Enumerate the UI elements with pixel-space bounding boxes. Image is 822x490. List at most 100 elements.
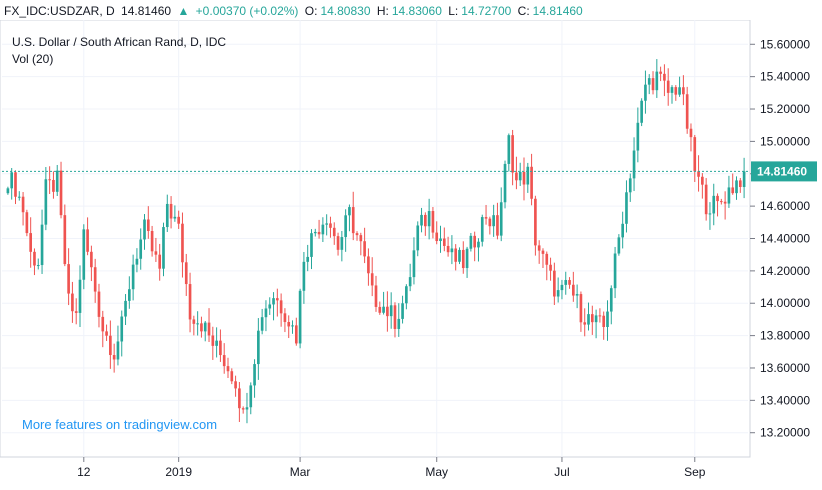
- candle-body: [431, 211, 435, 233]
- candle-body: [454, 248, 458, 262]
- candle-body: [583, 322, 587, 325]
- candle-body: [579, 294, 583, 323]
- candle-body: [188, 284, 192, 320]
- candle-body: [249, 385, 253, 408]
- y-tick-label: 14.20000: [760, 264, 810, 278]
- candle-body: [116, 341, 120, 360]
- candle-body: [511, 135, 514, 173]
- tradingview-link[interactable]: More features on tradingview.com: [22, 417, 218, 432]
- chart-grid: [2, 20, 748, 457]
- candle-body: [363, 241, 366, 257]
- time-axis[interactable]: 12 2019 Mar May Jul Sep: [77, 457, 706, 479]
- candle-body: [226, 366, 230, 372]
- candle-body: [594, 315, 598, 323]
- high-label: H:: [376, 4, 389, 18]
- candle-body: [268, 304, 272, 309]
- candle-body: [146, 219, 150, 231]
- candle-body: [291, 325, 294, 327]
- candle-body: [644, 84, 647, 101]
- candle-body: [708, 213, 712, 215]
- candle-body: [332, 227, 336, 237]
- candle-body: [420, 214, 423, 226]
- candle-body: [450, 248, 454, 253]
- candle-body: [192, 319, 196, 324]
- candle-body: [477, 241, 480, 248]
- candles-group: [6, 59, 746, 424]
- price-chart[interactable]: 13.20000 13.40000 13.60000 13.80000 14.00000…: [0, 20, 822, 490]
- candle-body: [397, 318, 401, 329]
- symbol-name[interactable]: FX_IDC:USDZAR, D: [4, 4, 115, 18]
- candle-body: [720, 201, 723, 203]
- candle-body: [575, 294, 579, 296]
- price-change: +0.00370 (+0.02%): [195, 4, 299, 18]
- y-tick-label: 13.60000: [760, 361, 810, 375]
- candle-body: [587, 314, 590, 325]
- candle-body: [526, 166, 530, 185]
- y-tick-label: 14.60000: [760, 199, 810, 213]
- candle-body: [67, 264, 70, 294]
- candle-body: [93, 267, 97, 292]
- y-tick-label: 15.00000: [760, 134, 810, 148]
- candle-body: [207, 322, 211, 336]
- candle-body: [386, 306, 389, 317]
- candle-body: [325, 223, 328, 225]
- candle-body: [294, 325, 298, 344]
- y-tick-label: 13.80000: [760, 329, 810, 343]
- candle-body: [131, 264, 135, 290]
- candle-body: [556, 290, 560, 297]
- candle-body: [287, 322, 291, 327]
- candle-body: [484, 217, 488, 219]
- candle-body: [112, 355, 116, 360]
- candle-body: [742, 171, 746, 188]
- candle-body: [628, 178, 632, 193]
- candle-body: [537, 245, 541, 251]
- candle-body: [553, 270, 556, 297]
- candle-body: [359, 235, 363, 242]
- candle-body: [215, 340, 218, 346]
- candle-body: [234, 381, 237, 389]
- candle-body: [48, 179, 51, 181]
- low-label: L:: [448, 4, 459, 18]
- candle-body: [735, 180, 738, 194]
- candle-body: [492, 215, 495, 227]
- candle-body: [647, 78, 651, 85]
- candle-body: [613, 253, 617, 289]
- candle-body: [154, 251, 158, 255]
- candle-body: [416, 225, 420, 251]
- candle-body: [230, 371, 234, 382]
- candle-body: [336, 236, 340, 250]
- candle-body: [522, 171, 526, 185]
- candle-body: [590, 314, 594, 323]
- candle-body: [374, 285, 378, 307]
- candle-body: [74, 311, 78, 313]
- candle-body: [473, 235, 476, 248]
- candle-body: [412, 250, 416, 278]
- candle-body: [120, 316, 124, 342]
- candle-body: [17, 196, 21, 198]
- candle-body: [169, 203, 173, 219]
- candle-body: [515, 172, 518, 181]
- candle-body: [143, 219, 146, 240]
- candle-body: [14, 172, 17, 197]
- candle-body: [10, 172, 14, 189]
- candle-body: [632, 150, 636, 179]
- high-value: 14.83060: [391, 4, 442, 18]
- candle-body: [82, 229, 86, 280]
- candle-body: [128, 289, 131, 301]
- candle-body: [71, 293, 74, 312]
- y-tick-label: 15.20000: [760, 102, 810, 116]
- candle-body: [181, 223, 184, 263]
- candle-body: [572, 284, 575, 296]
- candle-body: [219, 340, 222, 356]
- candle-body: [598, 315, 602, 317]
- candle-body: [173, 216, 177, 219]
- candle-body: [150, 230, 154, 252]
- y-tick-label: 14.40000: [760, 232, 810, 246]
- candle-body: [63, 215, 67, 265]
- price-axis[interactable]: 13.20000 13.40000 13.60000 13.80000 14.00000…: [749, 20, 810, 457]
- candle-body: [276, 298, 279, 301]
- candle-body: [549, 264, 552, 271]
- last-price-tag: [751, 161, 817, 182]
- candle-body: [302, 261, 306, 291]
- candle-body: [534, 198, 537, 246]
